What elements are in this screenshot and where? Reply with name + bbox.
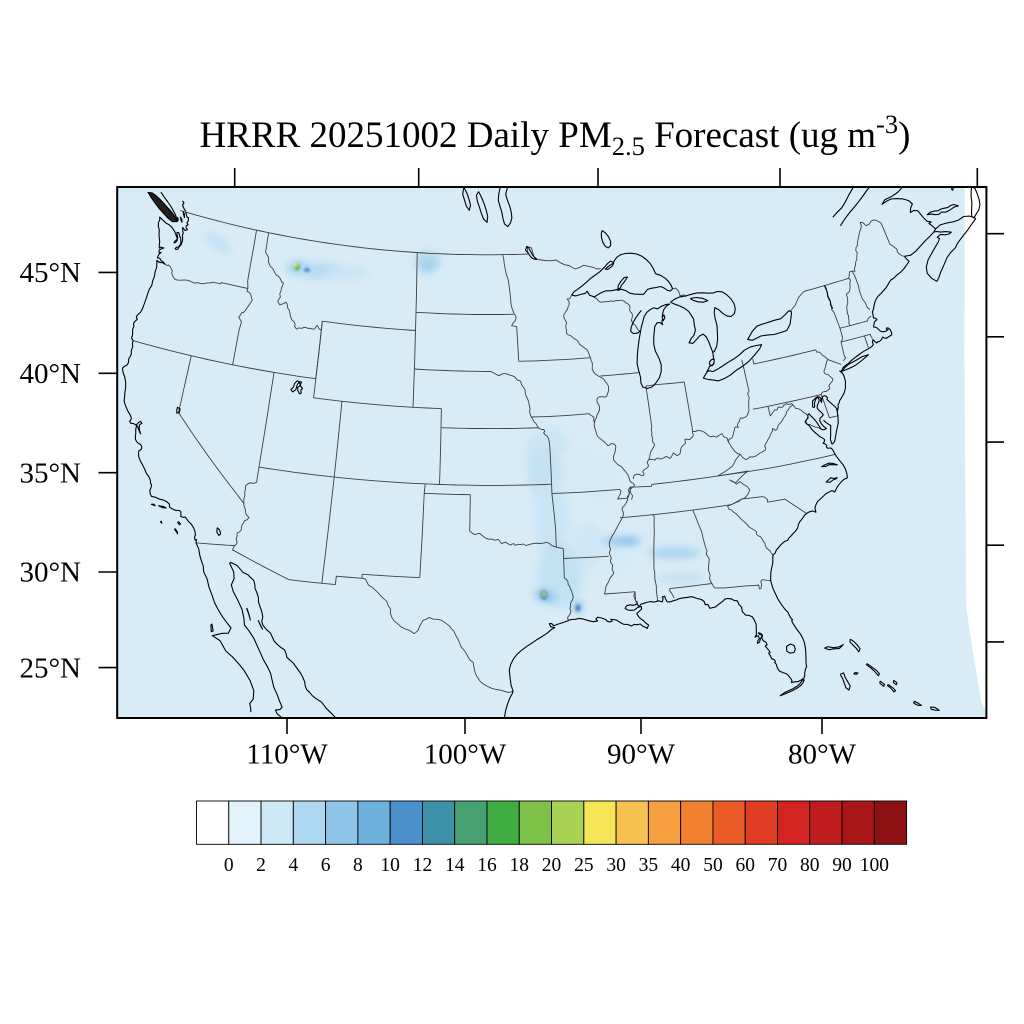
- svg-text:25°N: 25°N: [19, 652, 81, 684]
- svg-text:90°W: 90°W: [607, 739, 676, 771]
- svg-text:60: 60: [735, 855, 755, 876]
- svg-text:100: 100: [860, 855, 889, 876]
- svg-text:4: 4: [288, 855, 298, 876]
- svg-text:6: 6: [321, 855, 331, 876]
- svg-text:30°N: 30°N: [19, 557, 81, 589]
- svg-text:12: 12: [413, 855, 433, 876]
- svg-text:18: 18: [510, 855, 530, 876]
- svg-text:0: 0: [224, 855, 234, 876]
- svg-text:HRRR 20251002 Daily PM2.5 Fore: HRRR 20251002 Daily PM2.5 Forecast (ug m…: [200, 109, 911, 161]
- svg-text:80: 80: [800, 855, 820, 876]
- svg-text:35: 35: [639, 855, 659, 876]
- svg-text:50: 50: [703, 855, 723, 876]
- svg-text:40°N: 40°N: [19, 358, 81, 390]
- svg-text:100°W: 100°W: [424, 739, 507, 771]
- svg-text:20: 20: [542, 855, 562, 876]
- svg-text:10: 10: [380, 855, 400, 876]
- svg-text:110°W: 110°W: [246, 739, 328, 771]
- svg-text:8: 8: [353, 855, 363, 876]
- svg-text:70: 70: [768, 855, 788, 876]
- svg-text:35°N: 35°N: [19, 457, 81, 489]
- svg-text:25: 25: [574, 855, 594, 876]
- svg-text:14: 14: [445, 855, 465, 876]
- svg-text:45°N: 45°N: [19, 257, 81, 289]
- svg-text:30: 30: [606, 855, 626, 876]
- svg-text:80°W: 80°W: [788, 739, 857, 771]
- svg-text:2: 2: [256, 855, 266, 876]
- svg-text:16: 16: [477, 855, 497, 876]
- svg-text:90: 90: [832, 855, 852, 876]
- svg-text:40: 40: [671, 855, 691, 876]
